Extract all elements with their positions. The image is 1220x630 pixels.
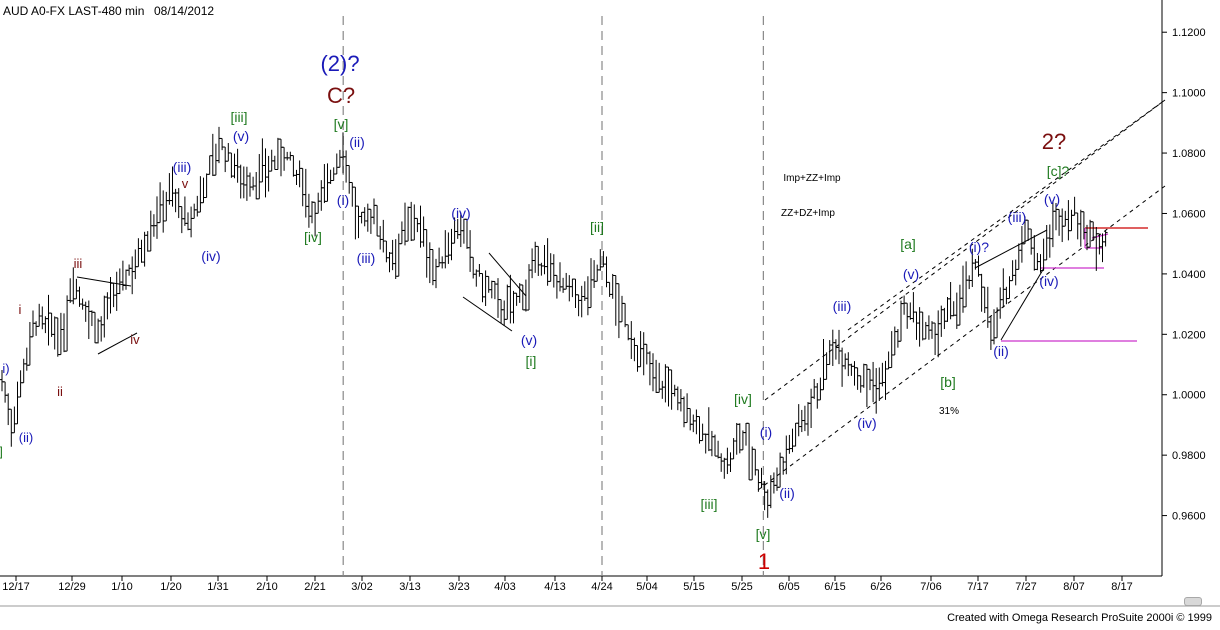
wave-label: (iii)	[173, 159, 192, 175]
wave-label: (ii)	[19, 430, 33, 445]
wave-label: iv	[130, 332, 140, 347]
chart-date: 08/14/2012	[154, 4, 214, 18]
wedge-upper-line	[974, 229, 1048, 269]
wave-label: [iii]	[700, 496, 717, 512]
wave-label: v	[182, 176, 189, 191]
y-tick-label: 1.0600	[1172, 208, 1206, 220]
x-tick-label: 6/26	[870, 581, 891, 593]
wave-label: iii	[74, 256, 83, 271]
scroll-handle[interactable]	[1184, 597, 1202, 606]
triangle-upper-line	[76, 276, 132, 287]
wave-label: ZZ+DZ+Imp	[781, 208, 835, 219]
y-tick-label: 1.1000	[1172, 88, 1206, 100]
y-tick-label: 1.1200	[1172, 27, 1206, 39]
channel-mid-line	[847, 99, 1166, 331]
wave-label: (i)	[337, 192, 349, 208]
wave-label: [iv]	[734, 391, 752, 407]
footer-credit: Created with Omega Research ProSuite 200…	[947, 612, 1212, 624]
wave-label: [ii]	[590, 219, 604, 235]
x-tick-label: 6/05	[778, 581, 799, 593]
x-tick-label: 2/10	[256, 581, 277, 593]
channel-lower-line	[757, 185, 1166, 491]
channel-upper-line	[764, 99, 1166, 401]
wave-label: (iii)	[1008, 209, 1027, 225]
wave-label: i)	[2, 361, 9, 376]
wave-label: (ii)	[779, 485, 795, 501]
y-tick-label: 0.9800	[1172, 450, 1206, 462]
wave-label: (v)	[233, 128, 249, 144]
wave-label: (iii)	[357, 250, 376, 266]
wave-label: (iv)	[451, 205, 470, 221]
wave-label: 1	[758, 549, 770, 574]
y-tick-label: 1.0200	[1172, 329, 1206, 341]
x-tick-label: 8/17	[1111, 581, 1132, 593]
x-tick-label: 4/24	[591, 581, 612, 593]
x-tick-label: 1/20	[160, 581, 181, 593]
wave-label: (iv)	[201, 248, 220, 264]
y-tick-label: 1.0000	[1172, 390, 1206, 402]
x-tick-label: 1/10	[111, 581, 132, 593]
wave-label: [iv]	[304, 229, 322, 245]
x-tick-label: 5/04	[636, 581, 657, 593]
chart-title: AUD A0-FX LAST-480 min	[3, 4, 144, 18]
x-tick-label: 2/21	[304, 581, 325, 593]
x-tick-label: 7/17	[967, 581, 988, 593]
wave-label: (2)?	[320, 51, 359, 76]
x-tick-label: 6/15	[824, 581, 845, 593]
wave-label: 31%	[939, 406, 959, 417]
x-tick-label: 8/07	[1063, 581, 1084, 593]
x-tick-label: 5/15	[683, 581, 704, 593]
x-tick-label: 12/17	[2, 581, 30, 593]
wave-label: [c]?	[1047, 163, 1070, 179]
x-tick-label: 5/25	[731, 581, 752, 593]
x-tick-label: 7/06	[920, 581, 941, 593]
wave-label: Imp+ZZ+Imp	[783, 173, 841, 184]
wave-label: (v)	[1044, 191, 1060, 207]
x-tick-label: 4/03	[494, 581, 515, 593]
wave-label: (iv)	[857, 415, 876, 431]
wave-label: i	[19, 302, 22, 317]
y-tick-label: 1.0400	[1172, 269, 1206, 281]
x-tick-label: 3/13	[399, 581, 420, 593]
wave-label: [a]	[900, 236, 916, 252]
wave-label: (iv)	[1039, 273, 1058, 289]
wave-label: ii	[57, 384, 63, 399]
wave-label: [i]	[526, 353, 537, 369]
wave-label: (ii)	[349, 134, 365, 150]
wave-label: [iii]	[230, 109, 247, 125]
wave-label: 2?	[1042, 129, 1066, 154]
wave-label: [v]	[334, 116, 349, 132]
wave-label: (iii)	[833, 298, 852, 314]
x-tick-label: 4/13	[544, 581, 565, 593]
wave-label: (ii)	[993, 343, 1009, 359]
wave-label: (v)	[521, 332, 537, 348]
wave-label: (i)?	[969, 239, 989, 255]
wave-label: [v]	[756, 526, 771, 542]
x-tick-label: 3/02	[351, 581, 372, 593]
y-tick-label: 0.9600	[1172, 511, 1206, 523]
x-tick-label: 1/31	[207, 581, 228, 593]
triangle-lower-line	[97, 332, 138, 355]
wave-label: C?	[327, 83, 355, 108]
x-tick-label: 7/27	[1015, 581, 1036, 593]
wave-label: (v)	[903, 266, 919, 282]
wave-label: [b]	[940, 374, 956, 390]
wave-label: (i)	[760, 424, 772, 440]
wave-label: ]	[0, 444, 3, 459]
wedge-lower-line	[1000, 267, 1045, 341]
y-tick-label: 1.0800	[1172, 148, 1206, 160]
x-tick-label: 3/23	[448, 581, 469, 593]
x-tick-label: 12/29	[58, 581, 86, 593]
